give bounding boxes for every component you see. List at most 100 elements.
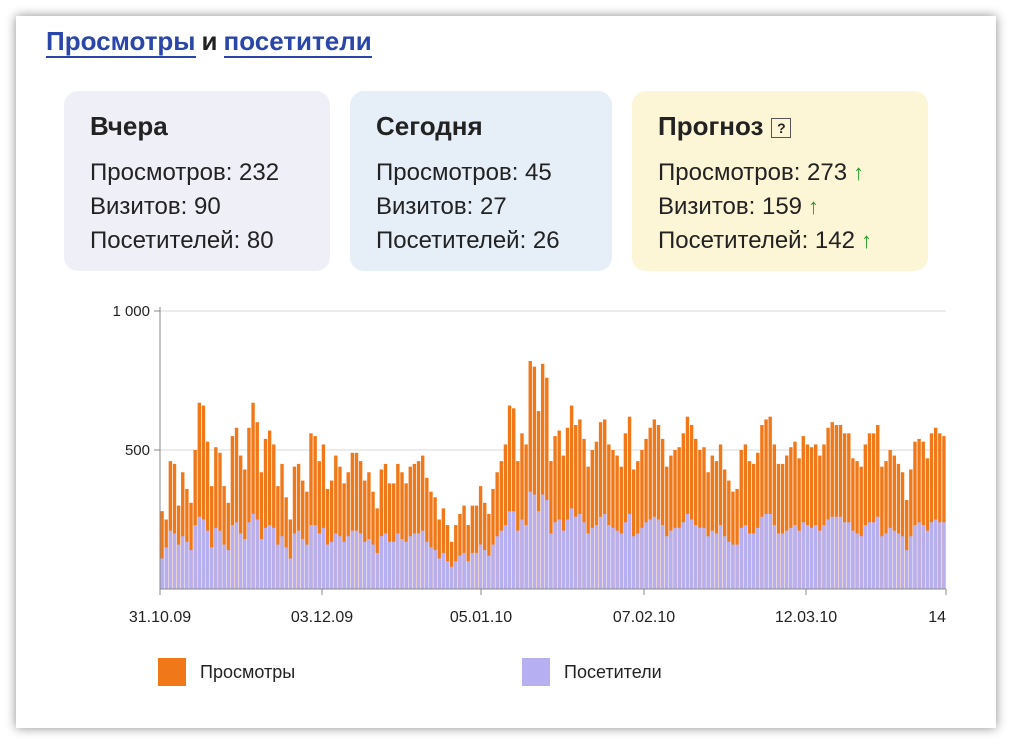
bar-visitors [420, 530, 425, 589]
bar-visitors [718, 525, 723, 589]
bar-views [532, 366, 537, 589]
bar-views [913, 441, 917, 589]
bar-views [644, 438, 648, 589]
card-forecast-title: Прогноз [658, 111, 764, 141]
bar-visitors [164, 547, 168, 589]
bar-visitors [259, 538, 264, 589]
bar-visitors [648, 519, 652, 589]
bar-views [718, 444, 723, 589]
bar-views [731, 491, 735, 589]
bar-visitors [214, 527, 218, 589]
card-forecast-visitors-row: Посетителей: 142 ↑ [658, 224, 902, 258]
bar-views [553, 436, 557, 589]
bar-views [367, 472, 371, 589]
bar-visitors [528, 491, 532, 589]
visitors-link[interactable]: посетители [223, 26, 372, 58]
bar-visitors [342, 541, 346, 589]
bar-visitors [813, 525, 818, 589]
legend-visitors: Посетители [522, 658, 662, 686]
bar-visitors [685, 513, 690, 589]
bar-views [454, 525, 458, 589]
help-icon[interactable]: ? [771, 118, 792, 139]
bar-visitors [549, 533, 553, 589]
bar-visitors [317, 533, 321, 589]
bar-visitors [710, 530, 714, 589]
bar-visitors [727, 541, 731, 589]
bar-views [205, 441, 210, 589]
bar-views [181, 472, 185, 589]
bar-visitors [871, 522, 876, 589]
bar-views [160, 511, 164, 589]
bar-visitors [896, 533, 901, 589]
card-today: Сегодня Просмотров: 45 Визитов: 27 Посет… [350, 91, 612, 271]
bar-visitors [396, 533, 400, 589]
bar-views [830, 422, 834, 589]
bar-visitors [714, 533, 719, 589]
bar-views [677, 447, 681, 589]
card-today-visits: Визитов: 27 [376, 193, 507, 220]
bar-views [226, 502, 230, 589]
bar-views [557, 430, 561, 589]
bar-views [193, 450, 197, 589]
bar-views [263, 438, 268, 589]
bar-visitors [267, 525, 272, 589]
bar-views [611, 450, 615, 589]
bar-visitors [516, 530, 520, 589]
bar-visitors [892, 530, 896, 589]
trend-up-icon: ↑ [808, 194, 820, 219]
bar-views [363, 480, 367, 589]
bar-visitors [238, 533, 243, 589]
bar-visitors [313, 525, 317, 589]
bar-views [909, 469, 913, 589]
bar-visitors [801, 522, 805, 589]
bar-visitors [358, 533, 363, 589]
bar-views [210, 486, 214, 589]
bar-views [834, 424, 839, 589]
bar-visitors [210, 547, 214, 589]
bar-visitors [913, 525, 917, 589]
bar-visitors [735, 544, 739, 589]
bar-visitors [909, 536, 913, 589]
bar-visitors [185, 541, 189, 589]
bar-views [685, 416, 690, 589]
bar-visitors [917, 522, 921, 589]
bar-views [648, 427, 652, 589]
bar-views [929, 433, 934, 589]
bar-visitors [751, 533, 756, 589]
bar-views [172, 463, 177, 589]
bar-visitors [851, 530, 855, 589]
bar-views [859, 466, 863, 589]
bar-views [627, 416, 632, 589]
bar-visitors [226, 550, 230, 589]
bar-views [292, 466, 297, 589]
bar-views [623, 433, 628, 589]
bar-views [536, 411, 541, 589]
bar-visitors [933, 519, 938, 589]
bar-views [346, 472, 350, 589]
y-tick-label: 1 000 [112, 303, 150, 320]
bar-visitors [371, 544, 375, 589]
bar-visitors [776, 533, 781, 589]
bar-visitors [367, 538, 371, 589]
bar-visitors [230, 525, 235, 589]
bar-visitors [470, 552, 475, 589]
bar-visitors [243, 538, 247, 589]
bar-views [905, 500, 909, 589]
bar-views [797, 458, 801, 589]
bar-visitors [615, 530, 619, 589]
bar-views [598, 422, 603, 589]
views-link[interactable]: Просмотры [46, 26, 196, 58]
bar-visitors [255, 519, 259, 589]
bar-visitors [553, 522, 557, 589]
card-yesterday-views: Просмотров: 232 [90, 159, 280, 186]
bar-views [594, 441, 599, 589]
card-yesterday: Вчера Просмотров: 232 Визитов: 90 Посети… [64, 91, 330, 271]
bar-views [470, 505, 475, 589]
bar-visitors [942, 522, 946, 589]
legend-visitors-label: Посетители [564, 661, 662, 682]
bar-visitors [756, 527, 760, 589]
y-tick-label: 500 [125, 442, 150, 459]
bar-views [230, 436, 235, 589]
bar-views [760, 424, 764, 589]
bar-views [528, 361, 532, 589]
